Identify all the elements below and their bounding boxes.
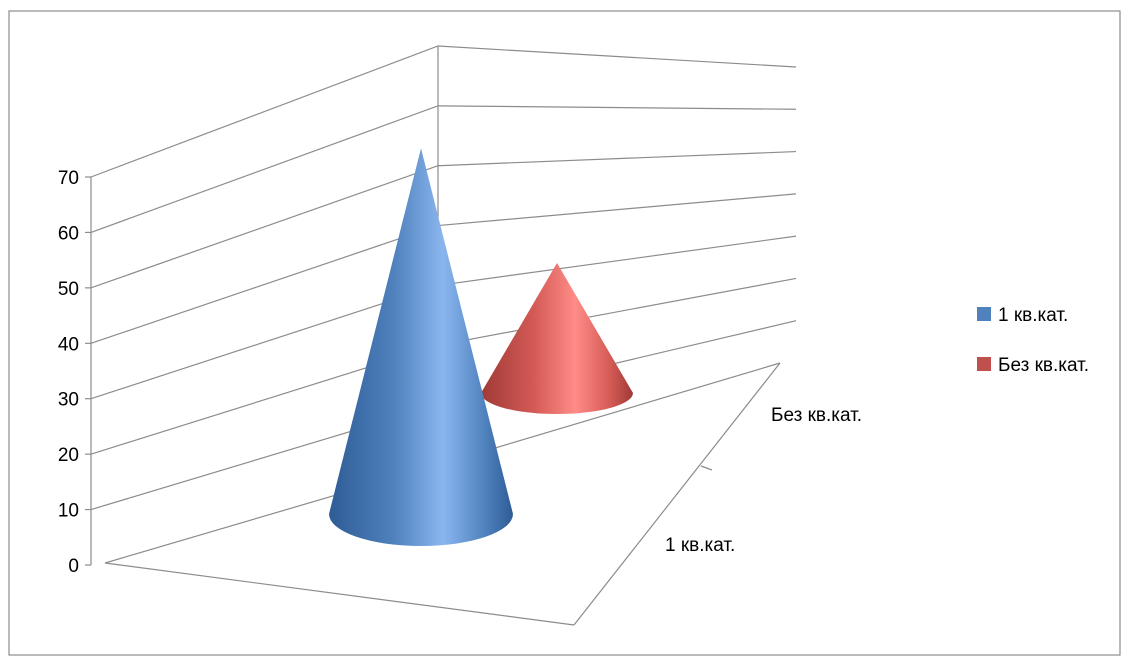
- y-tick-label-50: 50: [58, 279, 79, 300]
- depth-label-2: Без кв.кат.: [771, 405, 862, 426]
- legend-label-1-kv-kat: 1 кв.кат.: [998, 305, 1068, 326]
- y-tick-label-0: 0: [68, 556, 79, 577]
- cone-body-bez-kv-kat: [481, 263, 633, 414]
- gridlines: [90, 45, 797, 511]
- floor-front-edge: [104, 562, 575, 626]
- y-tick-label-40: 40: [58, 334, 79, 355]
- cone-bez-kv-kat: [481, 263, 633, 414]
- legend-swatch-1-kv-kat: [977, 307, 991, 321]
- legend-swatch-bez-kv-kat: [977, 357, 991, 371]
- y-tick-label-30: 30: [58, 390, 79, 411]
- gridline-70: [90, 45, 797, 178]
- y-tick-labels: 0 10 20 30 40 50 60 70: [58, 168, 91, 577]
- cone-1-kv-kat: [329, 148, 513, 547]
- legend: 1 кв.кат. Без кв.кат.: [977, 305, 1089, 376]
- y-tick-label-60: 60: [58, 223, 79, 244]
- legend-label-bez-kv-kat: Без кв.кат.: [998, 355, 1089, 376]
- y-tick-label-10: 10: [58, 501, 79, 522]
- depth-label-1: 1 кв.кат.: [665, 535, 735, 556]
- gridline-60: [90, 105, 797, 233]
- y-tick-label-20: 20: [58, 445, 79, 466]
- y-tick-label-70: 70: [58, 168, 79, 189]
- chart-border: [8, 10, 1121, 656]
- depth-axis-tick: [700, 465, 713, 471]
- cone-body-1-kv-kat: [329, 148, 513, 547]
- depth-axis-line: [573, 362, 781, 626]
- cone-series: [329, 148, 633, 547]
